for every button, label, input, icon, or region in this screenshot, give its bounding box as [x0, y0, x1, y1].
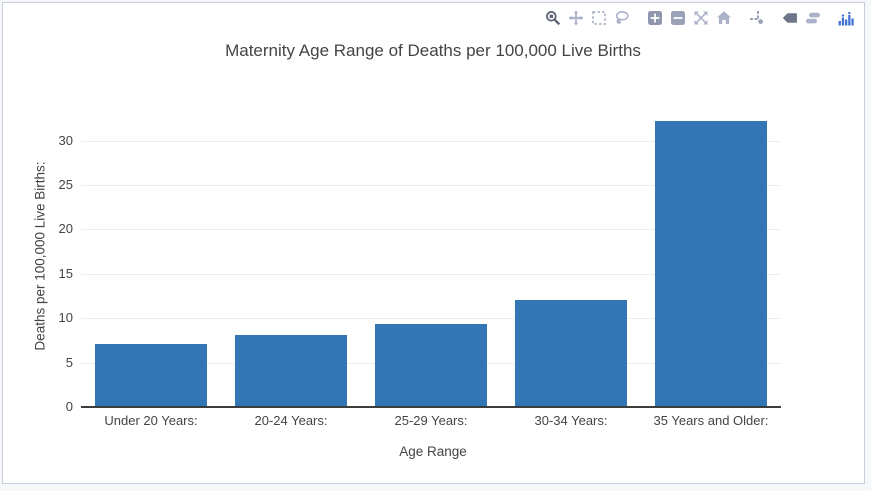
- bar[interactable]: [235, 335, 347, 407]
- pan-icon[interactable]: [567, 9, 585, 27]
- gridline: [81, 273, 781, 275]
- chart-card: Maternity Age Range of Deaths per 100,00…: [2, 2, 865, 484]
- bar[interactable]: [95, 343, 207, 407]
- modebar-group-zoom-pan-select: [539, 9, 631, 27]
- bar[interactable]: [655, 121, 767, 407]
- reset-axes-home-icon[interactable]: [715, 9, 733, 27]
- zoom-icon[interactable]: [544, 9, 562, 27]
- y-tick-label: 25: [58, 177, 73, 193]
- gridline: [81, 318, 781, 320]
- y-tick-label: 15: [58, 265, 73, 281]
- compare-on-hover-icon[interactable]: [804, 9, 822, 27]
- y-tick-label: 0: [65, 399, 73, 414]
- show-closest-on-hover-icon[interactable]: [781, 9, 799, 27]
- bar[interactable]: [515, 299, 627, 407]
- y-tick-label: 10: [58, 310, 73, 326]
- modebar-group-hover: [776, 9, 822, 27]
- bar[interactable]: [375, 323, 487, 407]
- x-tick-label: 35 Years and Older:: [653, 413, 769, 428]
- x-axis-line: [81, 406, 781, 408]
- y-tick-label: 20: [58, 221, 73, 237]
- modebar: [529, 9, 855, 27]
- y-tick-label: 5: [65, 354, 73, 370]
- gridline: [81, 140, 781, 142]
- zoom-in-icon[interactable]: [646, 9, 664, 27]
- gridline: [81, 229, 781, 231]
- chart-title: Maternity Age Range of Deaths per 100,00…: [225, 41, 641, 60]
- plotly-logo-icon[interactable]: [837, 9, 855, 27]
- modebar-group-zoom-level: [641, 9, 733, 27]
- x-tick-label: Under 20 Years:: [104, 413, 198, 428]
- modebar-group-spikelines: [743, 9, 766, 27]
- spikelines-icon[interactable]: [748, 9, 766, 27]
- x-tick-label: 20-24 Years:: [254, 413, 328, 428]
- x-tick-label: 25-29 Years:: [394, 413, 468, 428]
- y-tick-label: 30: [58, 132, 73, 148]
- zoom-out-icon[interactable]: [669, 9, 687, 27]
- autoscale-icon[interactable]: [692, 9, 710, 27]
- lasso-select-icon[interactable]: [613, 9, 631, 27]
- x-axis-title: Age Range: [399, 444, 467, 459]
- modebar-group-logo: [832, 9, 855, 27]
- x-tick-label: 30-34 Years:: [534, 413, 608, 428]
- gridline: [81, 185, 781, 187]
- box-select-icon[interactable]: [590, 9, 608, 27]
